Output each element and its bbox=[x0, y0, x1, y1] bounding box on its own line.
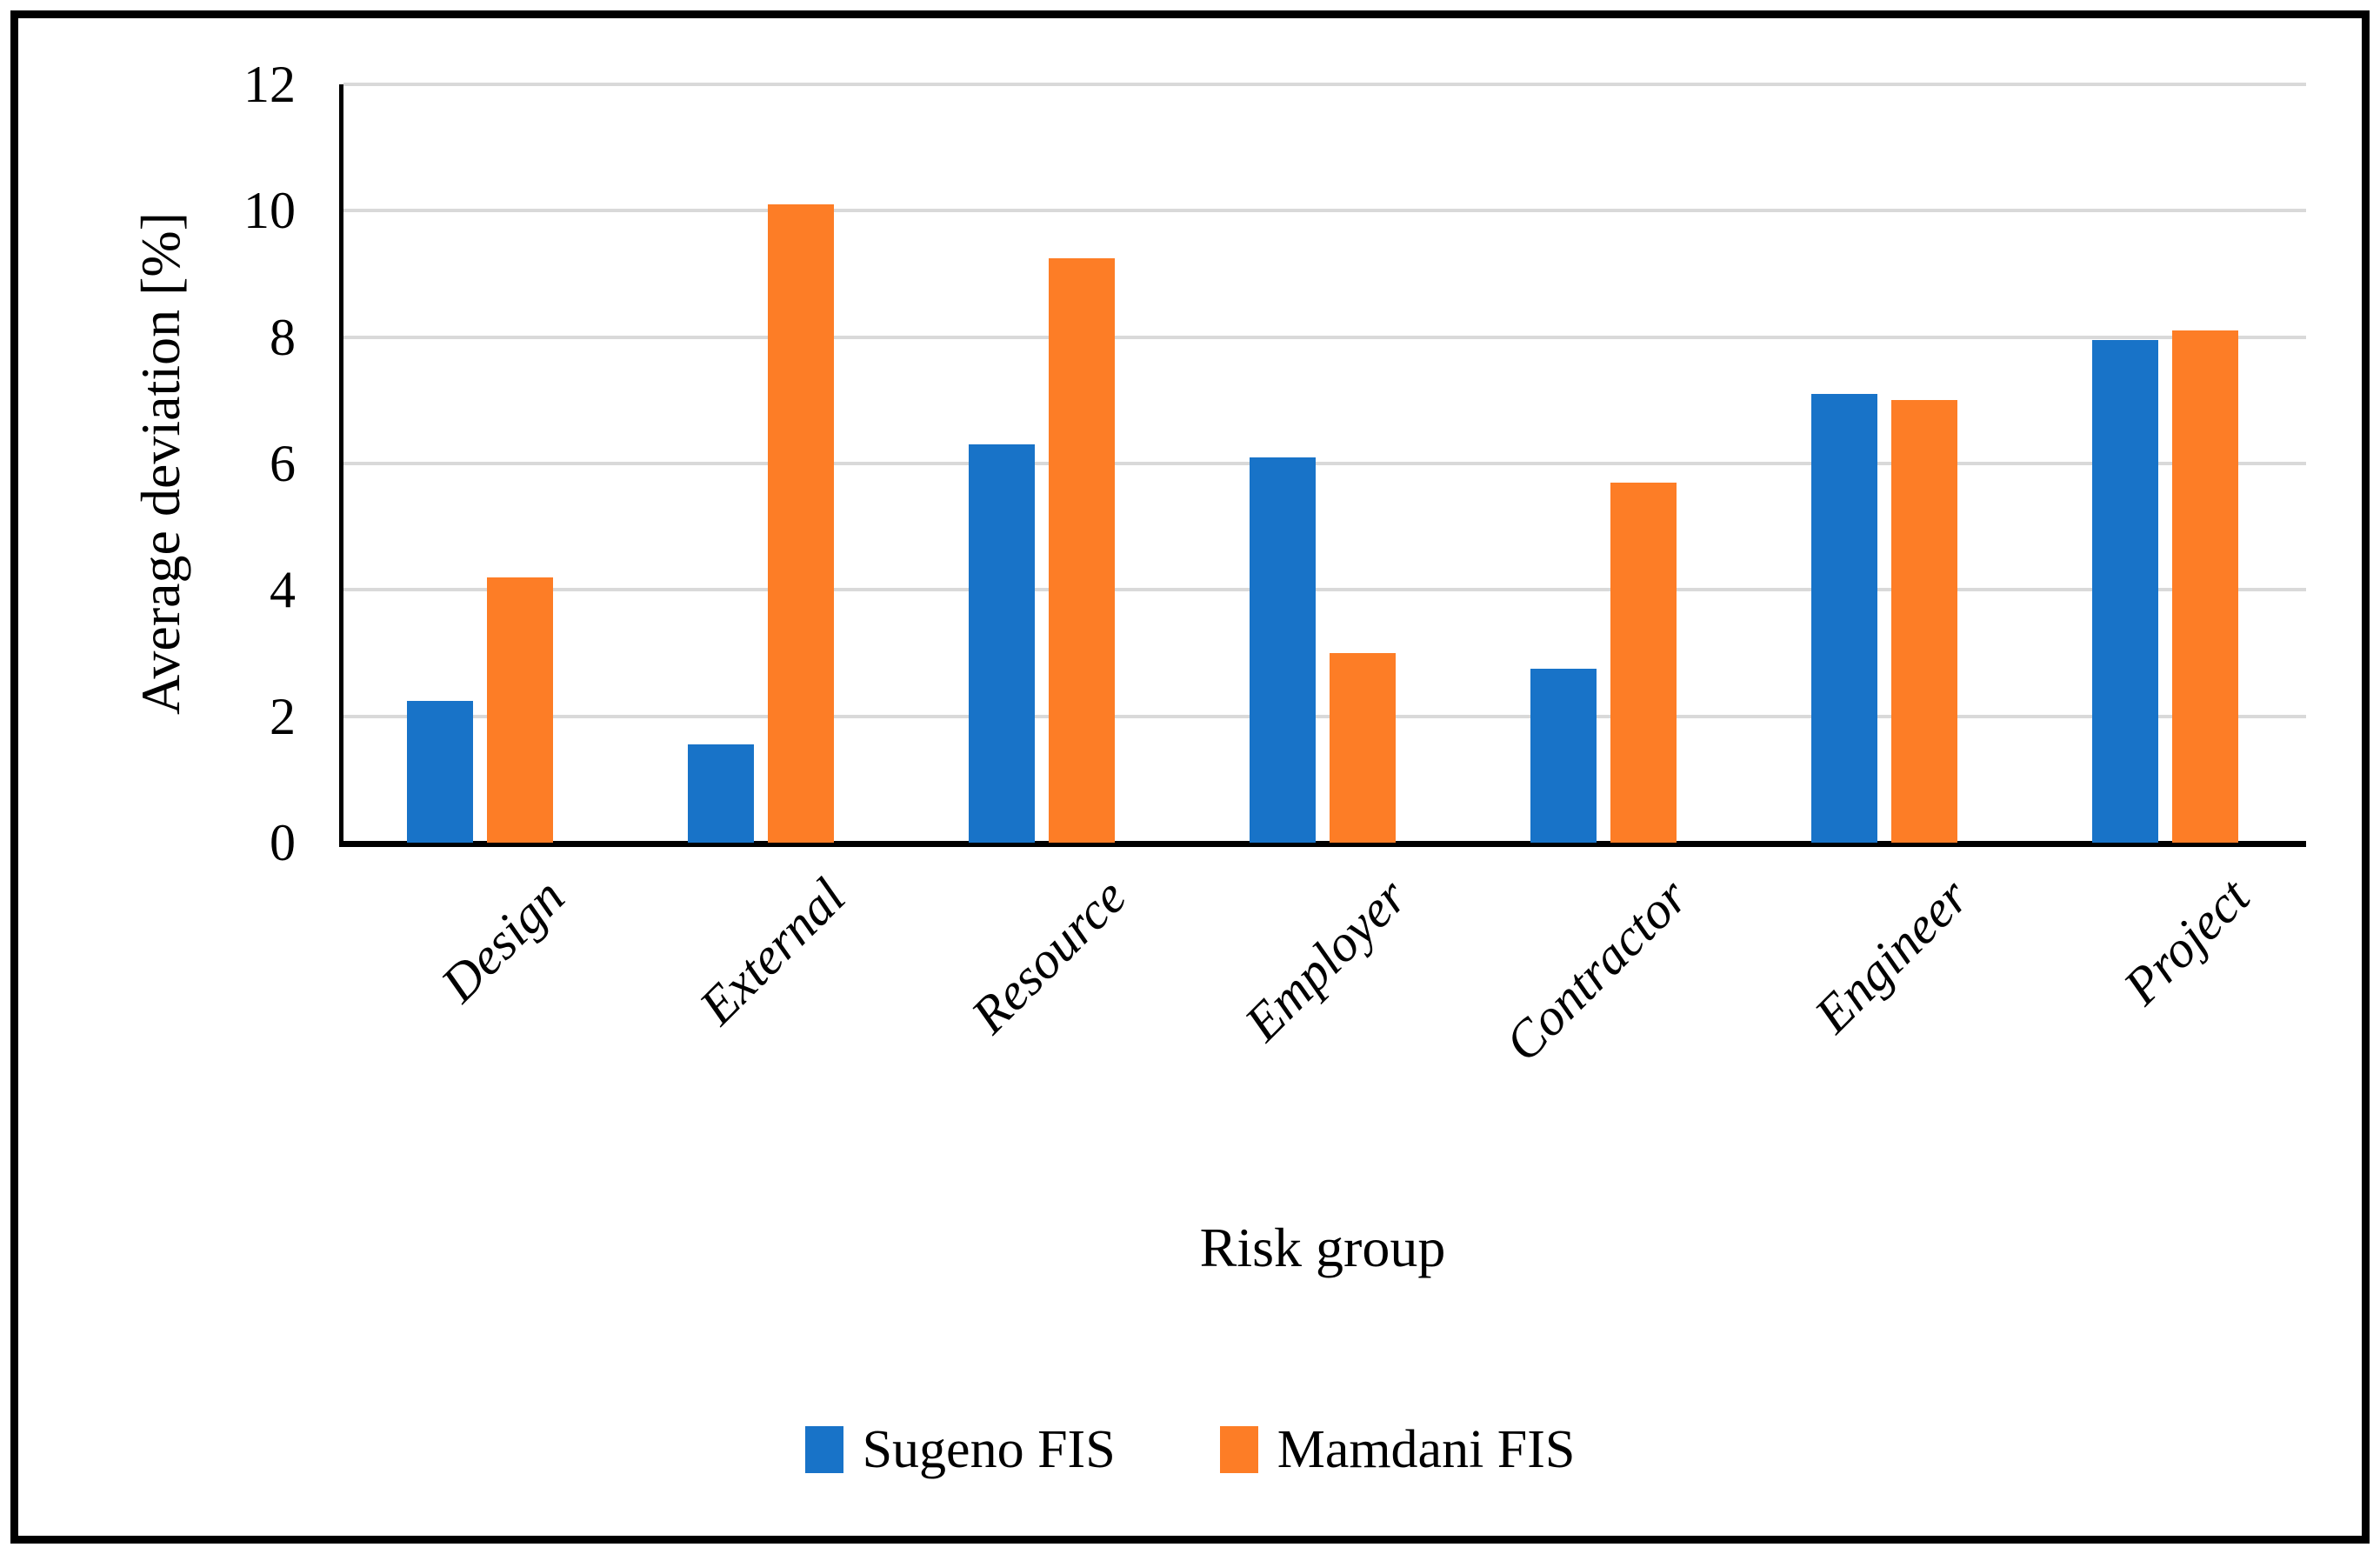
gridline bbox=[343, 588, 2306, 592]
x-axis-title: Risk group bbox=[1199, 1217, 1446, 1278]
legend-swatch-icon bbox=[1219, 1426, 1258, 1473]
bar-mamdani-fis-contractor bbox=[1610, 482, 1677, 843]
bar-mamdani-fis-resource bbox=[1048, 257, 1115, 843]
gridline bbox=[343, 83, 2306, 86]
y-tick-label: 2 bbox=[270, 687, 296, 745]
bar-mamdani-fis-external bbox=[767, 204, 834, 843]
legend-label: Mamdani FIS bbox=[1277, 1420, 1576, 1479]
bar-sugeno-fis-employer bbox=[1250, 457, 1316, 843]
y-tick-label: 0 bbox=[270, 814, 296, 871]
bar-sugeno-fis-contractor bbox=[1530, 669, 1597, 843]
bar-sugeno-fis-external bbox=[687, 744, 754, 843]
legend-item-mamdani-fis: Mamdani FIS bbox=[1219, 1402, 1576, 1497]
bar-sugeno-fis-project bbox=[2092, 340, 2159, 843]
gridline bbox=[343, 335, 2306, 339]
y-tick-label: 4 bbox=[270, 561, 296, 619]
y-axis-line bbox=[339, 84, 343, 847]
legend: Sugeno FIS Mamdani FIS bbox=[0, 1402, 2380, 1497]
y-tick-label: 6 bbox=[270, 435, 296, 492]
bar-sugeno-fis-resource bbox=[968, 444, 1035, 843]
legend-label: Sugeno FIS bbox=[862, 1420, 1116, 1479]
gridline bbox=[343, 462, 2306, 465]
bar-sugeno-fis-design bbox=[406, 700, 473, 843]
x-axis-baseline bbox=[339, 841, 2306, 847]
figure-border-frame bbox=[10, 10, 2370, 1544]
bar-mamdani-fis-engineer bbox=[1891, 400, 1958, 843]
bar-sugeno-fis-engineer bbox=[1811, 394, 1878, 843]
y-axis-title: Average deviation [%] bbox=[130, 211, 191, 716]
bar-mamdani-fis-design bbox=[486, 577, 553, 843]
legend-item-sugeno-fis: Sugeno FIS bbox=[804, 1402, 1116, 1497]
y-tick-label: 10 bbox=[243, 182, 296, 240]
y-tick-label: 8 bbox=[270, 308, 296, 366]
gridline bbox=[343, 209, 2306, 213]
gridline bbox=[343, 714, 2306, 718]
bar-mamdani-fis-employer bbox=[1330, 653, 1396, 843]
y-tick-label: 12 bbox=[243, 56, 296, 113]
legend-swatch-icon bbox=[804, 1426, 843, 1473]
bar-mamdani-fis-project bbox=[2172, 330, 2239, 843]
